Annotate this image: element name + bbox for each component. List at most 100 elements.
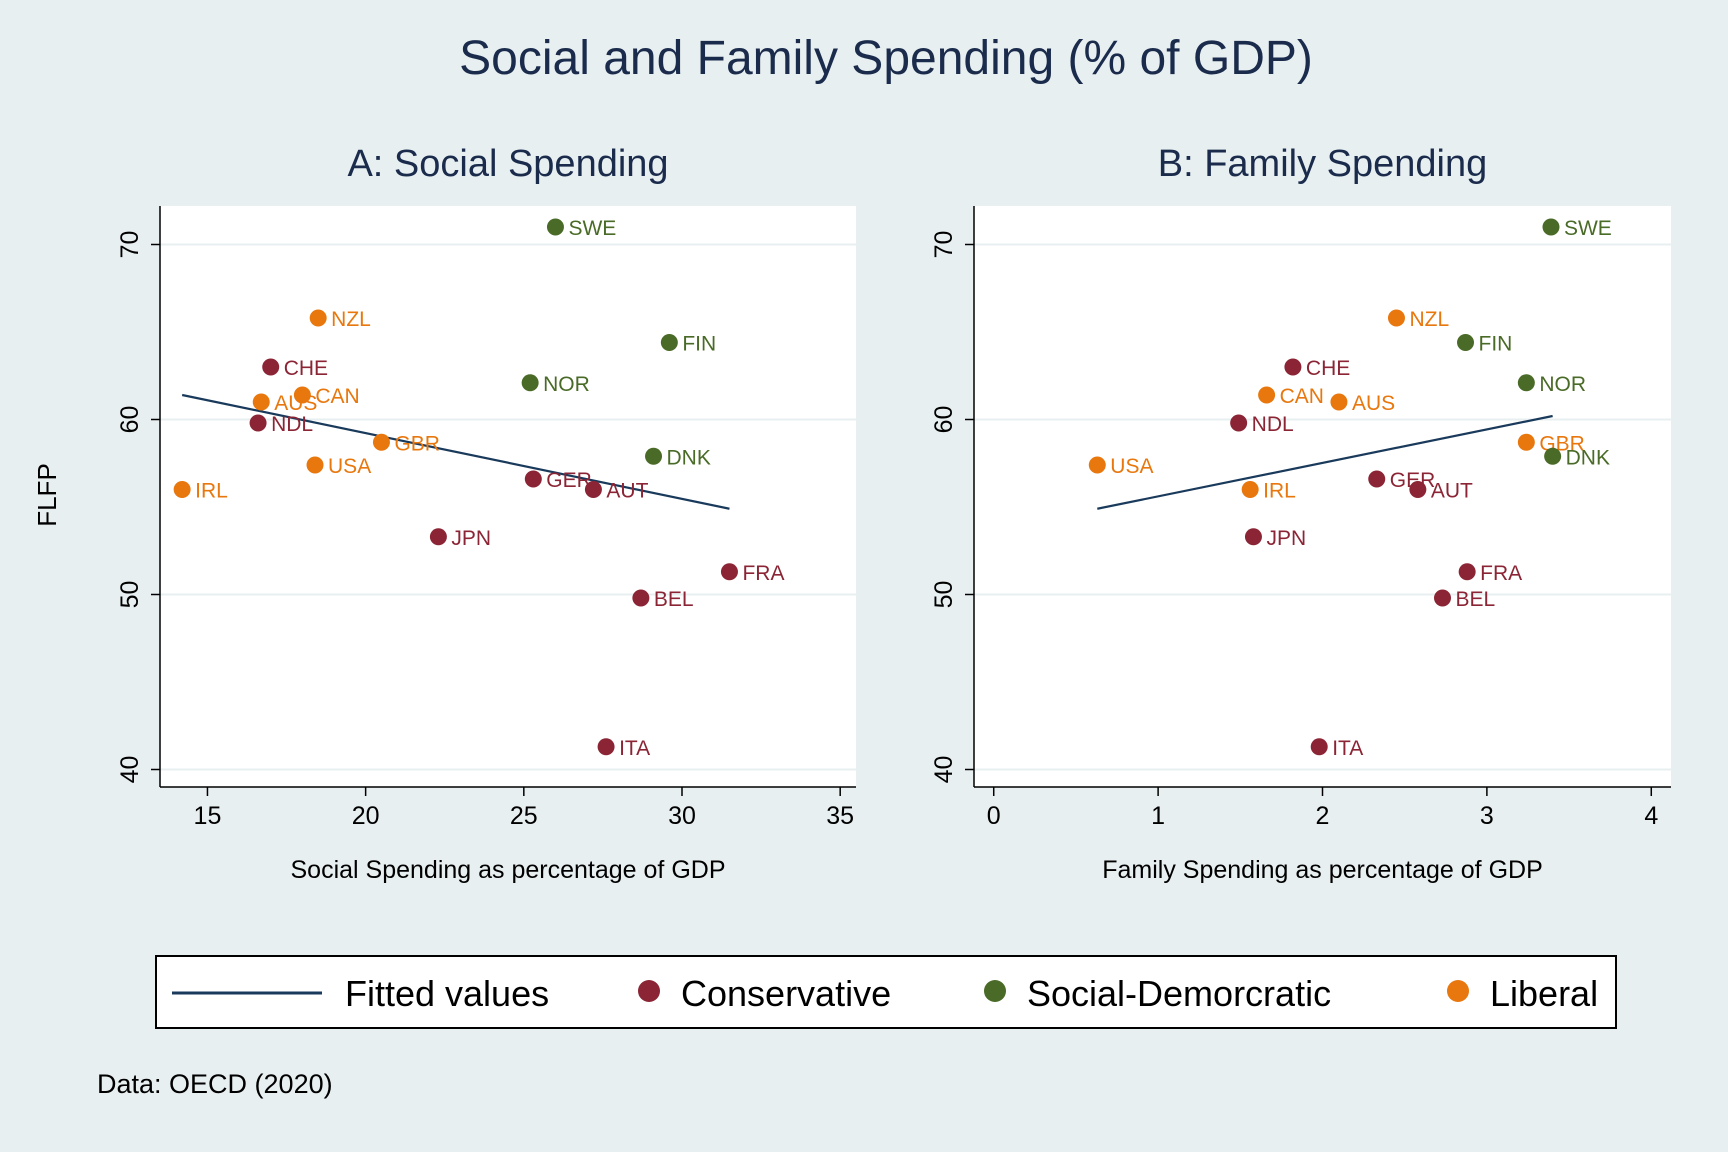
point-dnk (645, 447, 663, 465)
legend-label: Fitted values (345, 973, 549, 1014)
x-tick-label: 1 (1151, 802, 1165, 830)
point-ger (1368, 470, 1386, 488)
point-fin (1457, 334, 1475, 351)
point-nzl (1387, 309, 1405, 327)
legend-label: Social-Demorcratic (1027, 973, 1331, 1014)
point-label: JPN (1266, 527, 1306, 550)
point-jpn (1244, 528, 1262, 546)
y-axis-label: FLFP (32, 463, 62, 527)
point-bel (632, 589, 650, 607)
x-tick-label: 25 (510, 802, 538, 830)
point-che (262, 358, 280, 376)
point-label: FRA (742, 562, 784, 585)
point-label: IRL (1263, 480, 1296, 503)
point-nzl (309, 309, 327, 327)
point-label: SWE (568, 217, 616, 240)
legend-item-liberal: Liberal (1447, 973, 1598, 1014)
point-label: BEL (1456, 588, 1496, 611)
chart-panel-0: A: Social Spending 40 50 60 70 15 20 25 30 35 Soci… (116, 143, 856, 884)
legend-marker (984, 980, 1006, 1002)
plot-area (160, 206, 856, 787)
x-axis-label: Social Spending as percentage of GDP (291, 856, 726, 884)
point-nor (521, 374, 539, 392)
y-tick-label: 50 (116, 581, 144, 609)
point-label: NZL (331, 308, 371, 331)
point-label: GBR (394, 432, 440, 455)
legend-item-conservative: Conservative (638, 973, 891, 1014)
legend-marker (1447, 980, 1469, 1002)
chart-panel-1: B: Family Spending 40 50 60 70 0 1 2 3 4 Family Sp… (930, 143, 1671, 884)
legend-marker (638, 980, 660, 1002)
legend-label: Liberal (1490, 973, 1598, 1014)
x-tick-label: 15 (194, 802, 222, 830)
point-label: NDL (1252, 413, 1294, 436)
x-tick-label: 2 (1316, 802, 1330, 830)
point-aus (1330, 393, 1348, 411)
point-label: AUT (1431, 480, 1473, 503)
point-label: FIN (1479, 333, 1513, 356)
legend-items: Fitted values Conservative Social-Demorcra… (172, 973, 1598, 1014)
point-label: CHE (284, 357, 328, 380)
point-label: AUS (1352, 392, 1395, 415)
plot-area (974, 206, 1671, 787)
point-label: FIN (682, 333, 716, 356)
point-label: DNK (1566, 446, 1610, 469)
legend-item-social-demorcratic: Social-Demorcratic (984, 973, 1331, 1014)
data-source-note: Data: OECD (2020) (97, 1069, 333, 1099)
point-label: AUS (274, 392, 317, 415)
legend: Fitted values Conservative Social-Demorcra… (155, 955, 1617, 1029)
legend-item-fitted: Fitted values (172, 973, 549, 1014)
point-fra (1458, 563, 1476, 581)
point-dnk (1544, 447, 1562, 465)
point-swe (546, 218, 564, 236)
point-label: CHE (1306, 357, 1350, 380)
point-ger (524, 470, 542, 488)
point-ita (1310, 738, 1328, 756)
point-can (293, 386, 311, 404)
y-tick-label: 40 (930, 756, 958, 784)
point-aut (584, 481, 602, 498)
point-usa (306, 456, 324, 474)
y-tick-label: 40 (116, 756, 144, 784)
point-swe (1542, 218, 1560, 236)
fitted-line (1097, 414, 1553, 510)
x-tick-label: 30 (668, 802, 696, 830)
point-label: JPN (451, 527, 491, 550)
point-label: FRA (1480, 562, 1522, 585)
point-gbr (1517, 433, 1535, 451)
point-aut (1409, 481, 1427, 498)
point-fin (660, 334, 678, 351)
panel-title: B: Family Spending (1158, 143, 1488, 185)
point-usa (1088, 456, 1106, 474)
point-gbr (372, 433, 390, 451)
panel-title: A: Social Spending (347, 143, 668, 185)
figure-title: Social and Family Spending (% of GDP) (459, 32, 1313, 85)
point-label: NZL (1409, 308, 1449, 331)
y-tick-label: 50 (930, 581, 958, 609)
point-label: NOR (543, 373, 590, 396)
point-irl (173, 481, 191, 498)
point-label: USA (328, 455, 371, 478)
x-tick-label: 20 (352, 802, 380, 830)
y-tick-label: 60 (930, 406, 958, 434)
point-label: USA (1110, 455, 1153, 478)
point-label: NDL (271, 413, 313, 436)
point-label: NOR (1539, 373, 1586, 396)
y-tick-label: 70 (116, 231, 144, 259)
x-axis-label: Family Spending as percentage of GDP (1102, 856, 1543, 884)
x-tick-label: 0 (987, 802, 1001, 830)
point-fra (720, 563, 738, 581)
point-ita (597, 738, 615, 756)
point-label: BEL (654, 588, 694, 611)
point-label: DNK (667, 446, 711, 469)
x-tick-label: 3 (1480, 802, 1494, 830)
point-label: SWE (1564, 217, 1612, 240)
fitted-line (181, 393, 730, 510)
point-label: AUT (606, 480, 648, 503)
point-label: CAN (315, 385, 359, 408)
point-ndl (1230, 414, 1248, 432)
point-bel (1434, 589, 1452, 607)
point-irl (1241, 481, 1259, 498)
